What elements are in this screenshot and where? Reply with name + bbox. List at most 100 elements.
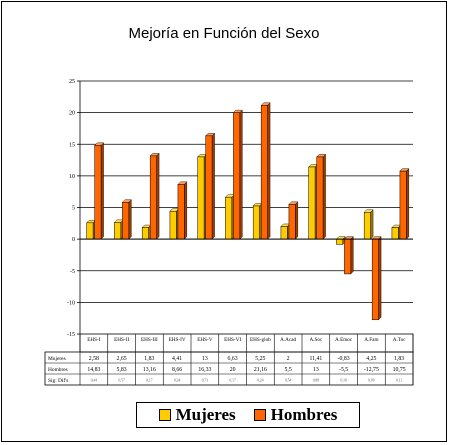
bar-front	[141, 227, 149, 240]
significance-label: 0,18	[340, 379, 346, 384]
bar-front	[205, 135, 213, 240]
bar-mujeres	[169, 208, 180, 240]
data-label: -0,83	[338, 356, 350, 362]
category-label: EHS-I	[87, 337, 101, 343]
bar-mujeres	[141, 224, 152, 240]
y-tick-label: -5	[70, 269, 75, 275]
legend-item-hombres: Hombres	[253, 405, 338, 425]
bar-front	[344, 238, 352, 275]
significance-label: 0,73	[202, 379, 208, 384]
category-label: EHS-II	[114, 337, 129, 343]
legend-label-hombres: Hombres	[270, 405, 338, 424]
bar-front	[233, 112, 241, 240]
bar-mujeres	[335, 236, 346, 245]
bar-hombres	[121, 199, 132, 240]
bar-front	[399, 170, 407, 240]
data-label: 1,83	[394, 356, 404, 362]
bar-front	[122, 202, 130, 240]
significance-label: 0,88	[313, 379, 319, 384]
significance-label: 0,24	[257, 379, 263, 384]
bar-hombres	[399, 168, 410, 240]
category-label: EHS-III	[141, 337, 158, 343]
legend-item-mujeres: Mujeres	[158, 405, 236, 425]
y-tick-label: -15	[67, 332, 75, 338]
significance-label: 0,54	[285, 379, 291, 384]
data-label: 4,25	[366, 356, 376, 362]
y-tick-label: 25	[69, 79, 75, 85]
y-tick-label: 20	[69, 111, 75, 117]
table-row-label: Sig: Dif's	[48, 377, 68, 384]
y-tick-label: 10	[69, 174, 75, 180]
legend-swatch-hombres	[253, 409, 266, 421]
data-label: 2	[287, 356, 290, 362]
data-label: 2,58	[89, 356, 99, 362]
bar-hombres	[94, 142, 105, 240]
legend-swatch-mujeres	[158, 409, 171, 421]
bar-hombres	[205, 132, 216, 240]
data-label: 14,83	[87, 367, 100, 373]
bar-front	[336, 238, 344, 245]
data-label: 2,65	[117, 356, 127, 362]
category-label: A.Soc	[309, 337, 323, 343]
bar-mujeres	[197, 153, 208, 240]
bar-side	[370, 209, 374, 240]
bar-side	[350, 236, 354, 275]
bar-front	[308, 166, 316, 240]
gridlines	[80, 80, 413, 303]
data-label: 5,83	[117, 367, 127, 373]
bar-mujeres	[363, 209, 374, 240]
y-tick-label: 0	[72, 237, 75, 243]
bar-side	[184, 181, 188, 240]
category-label: EHS-glob	[250, 337, 271, 343]
significance-label: 0,11	[396, 379, 402, 384]
bar-side	[267, 102, 271, 240]
axes: -15 -10 -5 0 5 10 15 20 25	[67, 79, 413, 338]
data-label: -12,75	[364, 367, 379, 373]
data-label: 20	[230, 367, 236, 373]
category-label: A.Emoc	[335, 337, 353, 343]
bar-mujeres	[308, 163, 319, 240]
data-label: 6,63	[228, 356, 238, 362]
data-label: 10,75	[393, 367, 406, 373]
legend: Mujeres Hombres	[136, 402, 360, 428]
bar-hombres	[343, 236, 354, 275]
bar-hombres	[316, 153, 327, 240]
y-tick-label: 5	[72, 206, 75, 212]
data-label: 5,5	[285, 367, 292, 373]
bar-side	[100, 142, 104, 240]
category-label: A.Acad	[280, 337, 296, 343]
bar-side	[128, 199, 132, 240]
significance-label: 0,57	[118, 379, 124, 384]
data-label: 21,16	[254, 367, 267, 373]
bar-front	[177, 184, 185, 240]
bar-front	[391, 227, 399, 240]
bars	[86, 102, 410, 321]
bar-hombres	[149, 152, 160, 240]
data-label: 4,41	[172, 356, 182, 362]
bar-side	[322, 153, 326, 240]
bar-side	[406, 168, 410, 240]
bar-front	[280, 226, 288, 240]
bar-front	[288, 204, 296, 240]
bar-mujeres	[224, 194, 235, 240]
category-label: EHS-IV	[169, 337, 186, 343]
bar-front	[197, 156, 205, 240]
significance-label: 0,44	[91, 379, 97, 384]
bar-side	[156, 152, 160, 240]
bar-mujeres	[252, 202, 263, 240]
bar-hombres	[177, 181, 188, 240]
bar-hombres	[260, 102, 271, 240]
data-table: EHS-I EHS-II EHS-III EHS-IV EHS-V EHS-VI EHS-g…	[44, 333, 414, 386]
y-tick-label: 15	[69, 142, 75, 148]
bar-front	[316, 156, 324, 240]
significance-label: 0,17	[229, 379, 235, 384]
bar-mujeres	[280, 223, 291, 240]
category-label: EHS-V	[197, 337, 213, 343]
table-row-label: Mujeres	[48, 356, 66, 362]
bar-front	[371, 238, 379, 321]
bar-side	[239, 109, 243, 240]
bar-hombres	[371, 236, 382, 321]
significance-label: 0,34	[174, 379, 180, 384]
data-label: 13	[202, 356, 208, 362]
